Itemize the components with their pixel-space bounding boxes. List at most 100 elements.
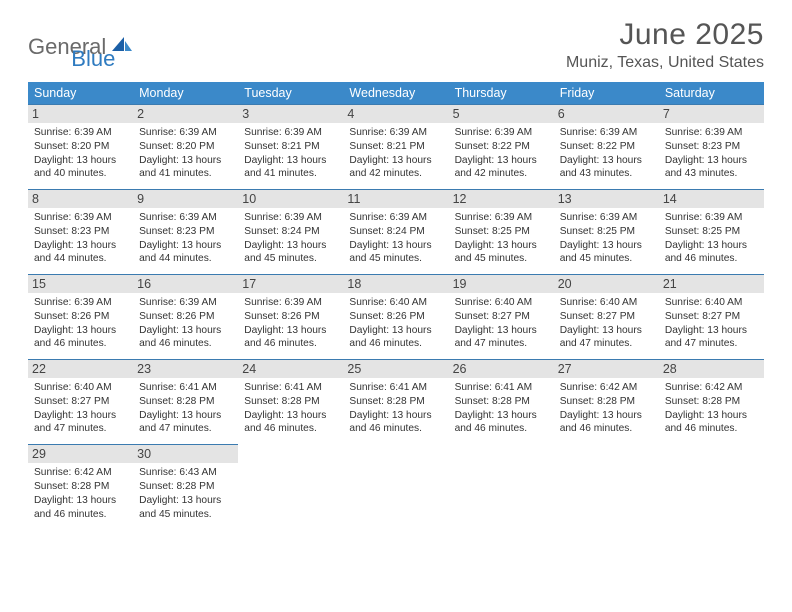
calendar-day-cell: 1 Sunrise: 6:39 AMSunset: 8:20 PMDaylight… xyxy=(28,105,133,190)
page-header: General Blue June 2025 Muniz, Texas, Uni… xyxy=(28,18,764,72)
day-number: 6 xyxy=(554,105,659,123)
day-info: Sunrise: 6:39 AMSunset: 8:26 PMDaylight:… xyxy=(139,296,232,351)
day-info: Sunrise: 6:42 AMSunset: 8:28 PMDaylight:… xyxy=(34,466,127,521)
calendar-day-cell: 12 Sunrise: 6:39 AMSunset: 8:25 PMDayligh… xyxy=(449,190,554,275)
day-number: 19 xyxy=(449,275,554,293)
calendar-day-cell: 25 Sunrise: 6:41 AMSunset: 8:28 PMDayligh… xyxy=(343,360,448,445)
calendar-week: 1 Sunrise: 6:39 AMSunset: 8:20 PMDaylight… xyxy=(28,105,764,190)
calendar-day-cell: 23 Sunrise: 6:41 AMSunset: 8:28 PMDayligh… xyxy=(133,360,238,445)
day-info: Sunrise: 6:39 AMSunset: 8:24 PMDaylight:… xyxy=(244,211,337,266)
day-info: Sunrise: 6:39 AMSunset: 8:24 PMDaylight:… xyxy=(349,211,442,266)
day-number: 23 xyxy=(133,360,238,378)
day-number: 29 xyxy=(28,445,133,463)
calendar-day-cell xyxy=(343,445,448,530)
calendar-day-cell: 15 Sunrise: 6:39 AMSunset: 8:26 PMDayligh… xyxy=(28,275,133,360)
calendar-week: 29 Sunrise: 6:42 AMSunset: 8:28 PMDayligh… xyxy=(28,445,764,530)
day-info: Sunrise: 6:40 AMSunset: 8:27 PMDaylight:… xyxy=(560,296,653,351)
calendar-day-cell: 2 Sunrise: 6:39 AMSunset: 8:20 PMDaylight… xyxy=(133,105,238,190)
calendar-day-cell xyxy=(554,445,659,530)
dayhead-sun: Sunday xyxy=(28,82,133,105)
calendar-day-cell: 22 Sunrise: 6:40 AMSunset: 8:27 PMDayligh… xyxy=(28,360,133,445)
day-number: 2 xyxy=(133,105,238,123)
location-text: Muniz, Texas, United States xyxy=(566,54,764,72)
day-info: Sunrise: 6:39 AMSunset: 8:22 PMDaylight:… xyxy=(560,126,653,181)
day-number: 4 xyxy=(343,105,448,123)
day-info: Sunrise: 6:39 AMSunset: 8:25 PMDaylight:… xyxy=(455,211,548,266)
day-info: Sunrise: 6:41 AMSunset: 8:28 PMDaylight:… xyxy=(244,381,337,436)
day-info: Sunrise: 6:39 AMSunset: 8:21 PMDaylight:… xyxy=(349,126,442,181)
calendar-day-cell: 28Sunrise: 6:42 AMSunset: 8:28 PMDayligh… xyxy=(659,360,764,445)
day-number: 1 xyxy=(28,105,133,123)
day-info: Sunrise: 6:39 AMSunset: 8:26 PMDaylight:… xyxy=(34,296,127,351)
calendar-day-cell: 5 Sunrise: 6:39 AMSunset: 8:22 PMDaylight… xyxy=(449,105,554,190)
day-header-row: Sunday Monday Tuesday Wednesday Thursday… xyxy=(28,82,764,105)
day-number: 9 xyxy=(133,190,238,208)
calendar-day-cell: 27 Sunrise: 6:42 AMSunset: 8:28 PMDayligh… xyxy=(554,360,659,445)
day-number: 16 xyxy=(133,275,238,293)
brand-part2: Blue xyxy=(71,46,115,72)
calendar-day-cell xyxy=(659,445,764,530)
dayhead-tue: Tuesday xyxy=(238,82,343,105)
title-block: June 2025 Muniz, Texas, United States xyxy=(566,18,764,72)
dayhead-sat: Saturday xyxy=(659,82,764,105)
day-info: Sunrise: 6:39 AMSunset: 8:20 PMDaylight:… xyxy=(34,126,127,181)
calendar-day-cell: 10 Sunrise: 6:39 AMSunset: 8:24 PMDayligh… xyxy=(238,190,343,275)
calendar-day-cell: 20 Sunrise: 6:40 AMSunset: 8:27 PMDayligh… xyxy=(554,275,659,360)
calendar-day-cell: 7 Sunrise: 6:39 AMSunset: 8:23 PMDaylight… xyxy=(659,105,764,190)
calendar-day-cell xyxy=(238,445,343,530)
day-number: 27 xyxy=(554,360,659,378)
calendar-body: 1 Sunrise: 6:39 AMSunset: 8:20 PMDaylight… xyxy=(28,105,764,530)
day-info: Sunrise: 6:39 AMSunset: 8:26 PMDaylight:… xyxy=(244,296,337,351)
day-info: Sunrise: 6:40 AMSunset: 8:27 PMDaylight:… xyxy=(34,381,127,436)
day-info: Sunrise: 6:40 AMSunset: 8:26 PMDaylight:… xyxy=(349,296,442,351)
calendar-day-cell: 30Sunrise: 6:43 AMSunset: 8:28 PMDayligh… xyxy=(133,445,238,530)
day-info: Sunrise: 6:41 AMSunset: 8:28 PMDaylight:… xyxy=(349,381,442,436)
day-info: Sunrise: 6:39 AMSunset: 8:20 PMDaylight:… xyxy=(139,126,232,181)
calendar-week: 8 Sunrise: 6:39 AMSunset: 8:23 PMDaylight… xyxy=(28,190,764,275)
calendar-day-cell: 6 Sunrise: 6:39 AMSunset: 8:22 PMDaylight… xyxy=(554,105,659,190)
calendar-day-cell: 21Sunrise: 6:40 AMSunset: 8:27 PMDayligh… xyxy=(659,275,764,360)
calendar-day-cell: 13Sunrise: 6:39 AMSunset: 8:25 PMDayligh… xyxy=(554,190,659,275)
calendar-day-cell: 16 Sunrise: 6:39 AMSunset: 8:26 PMDayligh… xyxy=(133,275,238,360)
calendar-day-cell: 19 Sunrise: 6:40 AMSunset: 8:27 PMDayligh… xyxy=(449,275,554,360)
day-number: 20 xyxy=(554,275,659,293)
day-number: 11 xyxy=(343,190,448,208)
day-number: 26 xyxy=(449,360,554,378)
day-info: Sunrise: 6:42 AMSunset: 8:28 PMDaylight:… xyxy=(560,381,653,436)
day-number: 5 xyxy=(449,105,554,123)
day-number: 7 xyxy=(659,105,764,123)
day-info: Sunrise: 6:39 AMSunset: 8:23 PMDaylight:… xyxy=(665,126,758,181)
day-info: Sunrise: 6:40 AMSunset: 8:27 PMDaylight:… xyxy=(455,296,548,351)
day-number: 13 xyxy=(554,190,659,208)
day-info: Sunrise: 6:41 AMSunset: 8:28 PMDaylight:… xyxy=(139,381,232,436)
day-number: 8 xyxy=(28,190,133,208)
calendar-week: 22 Sunrise: 6:40 AMSunset: 8:27 PMDayligh… xyxy=(28,360,764,445)
day-number: 22 xyxy=(28,360,133,378)
day-number: 25 xyxy=(343,360,448,378)
day-info: Sunrise: 6:39 AMSunset: 8:23 PMDaylight:… xyxy=(139,211,232,266)
calendar-day-cell: 4 Sunrise: 6:39 AMSunset: 8:21 PMDaylight… xyxy=(343,105,448,190)
dayhead-wed: Wednesday xyxy=(343,82,448,105)
calendar-week: 15 Sunrise: 6:39 AMSunset: 8:26 PMDayligh… xyxy=(28,275,764,360)
day-info: Sunrise: 6:39 AMSunset: 8:21 PMDaylight:… xyxy=(244,126,337,181)
calendar-day-cell: 29 Sunrise: 6:42 AMSunset: 8:28 PMDayligh… xyxy=(28,445,133,530)
day-info: Sunrise: 6:39 AMSunset: 8:25 PMDaylight:… xyxy=(665,211,758,266)
day-number: 18 xyxy=(343,275,448,293)
day-number: 17 xyxy=(238,275,343,293)
day-number: 21 xyxy=(659,275,764,293)
day-number: 12 xyxy=(449,190,554,208)
day-info: Sunrise: 6:39 AMSunset: 8:23 PMDaylight:… xyxy=(34,211,127,266)
day-info: Sunrise: 6:41 AMSunset: 8:28 PMDaylight:… xyxy=(455,381,548,436)
calendar-day-cell: 26 Sunrise: 6:41 AMSunset: 8:28 PMDayligh… xyxy=(449,360,554,445)
calendar-day-cell: 14Sunrise: 6:39 AMSunset: 8:25 PMDayligh… xyxy=(659,190,764,275)
day-number: 15 xyxy=(28,275,133,293)
page-title: June 2025 xyxy=(566,18,764,52)
calendar-day-cell: 24Sunrise: 6:41 AMSunset: 8:28 PMDayligh… xyxy=(238,360,343,445)
day-info: Sunrise: 6:39 AMSunset: 8:22 PMDaylight:… xyxy=(455,126,548,181)
day-number: 30 xyxy=(133,445,238,463)
calendar-day-cell: 8 Sunrise: 6:39 AMSunset: 8:23 PMDaylight… xyxy=(28,190,133,275)
day-info: Sunrise: 6:42 AMSunset: 8:28 PMDaylight:… xyxy=(665,381,758,436)
calendar-day-cell xyxy=(449,445,554,530)
day-number: 10 xyxy=(238,190,343,208)
calendar-day-cell: 18 Sunrise: 6:40 AMSunset: 8:26 PMDayligh… xyxy=(343,275,448,360)
